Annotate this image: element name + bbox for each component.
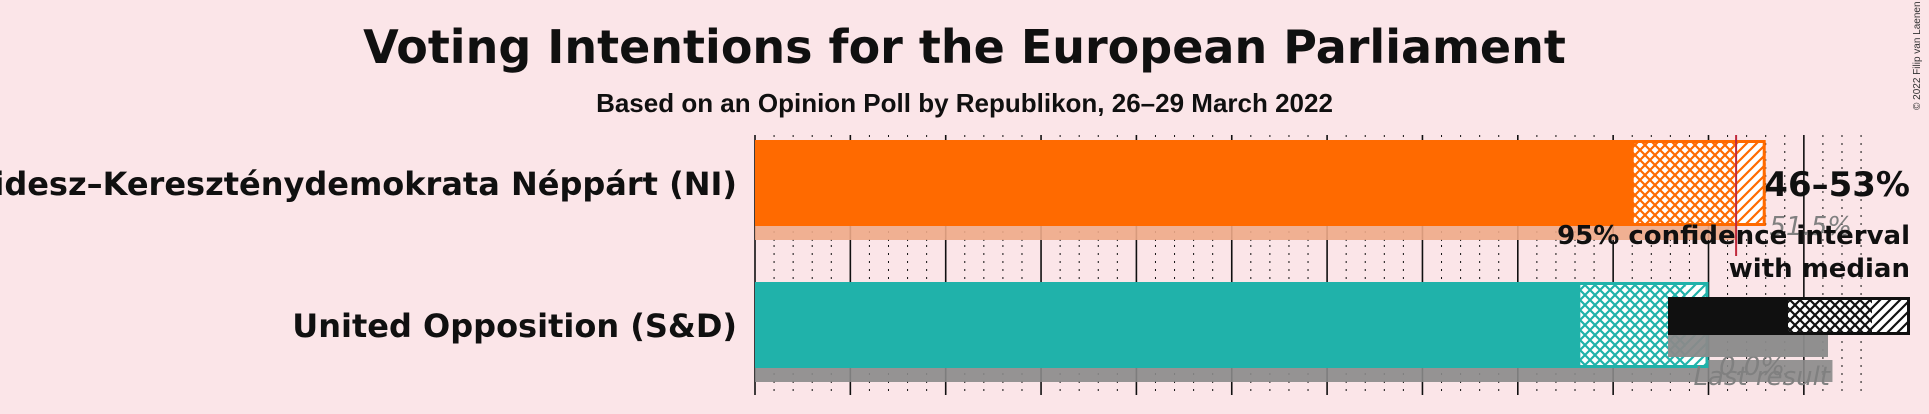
- ci-cross-fidesz: [1632, 140, 1736, 226]
- party-label-fidesz: Fidesz–Kereszténydemokrata Néppárt (NI): [0, 165, 737, 203]
- bar-opposition: [755, 282, 1579, 368]
- range-label-fidesz: 46–53%: [1764, 165, 1910, 205]
- ci-hatch-fidesz: [1735, 140, 1766, 226]
- last-result-label-fidesz: 51.5%: [1769, 212, 1852, 242]
- legend-line2: with median: [1729, 254, 1910, 284]
- chart-title: Voting Intentions for the European Parli…: [363, 20, 1566, 74]
- legend-last-swatch: [1668, 335, 1828, 357]
- legend-last-result: Last result: [1693, 362, 1830, 392]
- legend-swatch-outline: [1668, 297, 1910, 335]
- chart-subtitle: Based on an Opinion Poll by Republikon, …: [596, 88, 1333, 118]
- ci-outline-fidesz: [1630, 140, 1766, 226]
- bar-fidesz: [755, 140, 1633, 226]
- party-label-opposition: United Opposition (S&D): [292, 307, 737, 345]
- legend-swatch-hatch: [1872, 297, 1910, 335]
- ci-cross-opposition: [1578, 282, 1686, 368]
- legend-line1: 95% confidence interval: [1557, 221, 1910, 251]
- bars: [755, 135, 1833, 382]
- legend-swatch-cross: [1788, 297, 1872, 335]
- legend-swatch-solid: [1668, 297, 1788, 335]
